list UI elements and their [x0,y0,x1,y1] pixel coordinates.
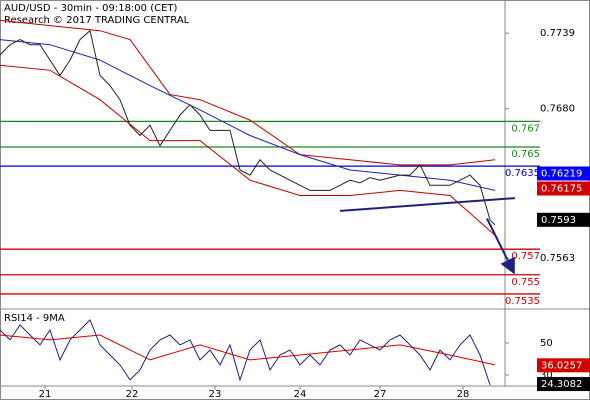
y-tick-label: 0.7680 [540,104,575,115]
x-tick-label: 21 [39,389,52,400]
chart-subtitle: Research © 2017 TRADING CENTRAL [4,15,190,26]
level-label: 0.765 [511,149,540,160]
y-tick-label: 0.7739 [540,28,575,39]
x-tick-label: 23 [209,389,222,400]
price-tag-label: 0.76175 [541,184,582,195]
x-tick-label: 28 [457,389,470,400]
x-tick-label: 27 [374,389,387,400]
price-tag [537,181,590,196]
level-label: 0.7635 [505,168,540,179]
y-tick-label: 50 [540,338,553,349]
series-line [0,319,491,386]
series-line [0,29,496,226]
trend-line [339,197,516,212]
chart-title: AUD/USD - 30min - 09:18:00 (CET) [4,3,178,14]
series-line [0,39,496,191]
level-label: 0.755 [511,277,540,288]
y-tick-label: 0.7563 [540,253,575,264]
rsi-title: RSI14 - 9MA [4,313,65,324]
price-tag-label: 0.76219 [541,169,582,180]
price-tag-label: 0.7593 [541,215,576,226]
forecast-arrow [486,218,515,275]
series-line [0,334,496,366]
level-label: 0.7535 [505,296,540,307]
series-line [0,64,496,236]
y-tick-label: 30 [540,370,553,381]
series-line [0,19,496,166]
price-tag [537,377,590,392]
price-tag-label: 36.0257 [541,360,582,371]
price-tag [537,212,590,227]
x-tick-label: 24 [294,389,307,400]
price-tag [537,166,590,181]
price-tag [537,358,590,373]
price-tag-label: 24.3082 [541,379,582,390]
x-tick-label: 22 [126,389,139,400]
level-label: 0.757 [511,251,540,262]
level-label: 0.767 [511,123,540,134]
